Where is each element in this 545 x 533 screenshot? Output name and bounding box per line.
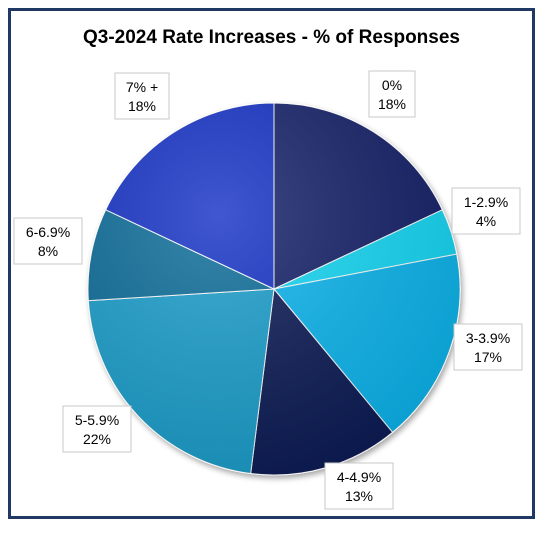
- chart-frame: Q3-2024 Rate Increases - % of Responses …: [8, 8, 535, 519]
- slice-category-label: 4-4.9%: [337, 469, 381, 485]
- slice-value-label: 4%: [476, 213, 496, 229]
- slice-category-label: 0%: [382, 77, 402, 93]
- slice-value-label: 8%: [38, 243, 58, 259]
- slice-value-label: 18%: [128, 98, 156, 114]
- data-label-box: [453, 323, 523, 371]
- data-label-5: 5-5.9% 22%: [62, 405, 132, 453]
- data-label-box: [114, 72, 170, 120]
- data-label-box: [451, 187, 521, 235]
- slice-category-label: 3-3.9%: [466, 330, 510, 346]
- slice-category-label: 6-6.9%: [26, 224, 70, 240]
- slice-value-label: 17%: [474, 349, 502, 365]
- data-label-6: 6-6.9% 8%: [13, 217, 83, 265]
- data-label-box: [62, 405, 132, 453]
- data-label-box: [324, 462, 394, 510]
- slice-category-label: 7% +: [126, 79, 158, 95]
- data-label-2: 1-2.9% 4%: [451, 187, 521, 235]
- slice-value-label: 13%: [345, 488, 373, 504]
- data-label-box: [13, 217, 83, 265]
- data-label-7: 7% + 18%: [114, 72, 170, 120]
- data-label-4: 4-4.9% 13%: [324, 462, 394, 510]
- pie-chart: 0%18%1-2.9%4%3-3.9%17%4-4.9%13%5-5.9%22%…: [13, 70, 523, 510]
- chart-title: Q3-2024 Rate Increases - % of Responses: [82, 27, 460, 48]
- slice-value-label: 22%: [83, 431, 111, 447]
- slice-value-label: 18%: [378, 96, 406, 112]
- slice-category-label: 1-2.9%: [464, 194, 508, 210]
- data-label-1: 0%18%: [368, 70, 416, 118]
- slice-category-label: 5-5.9%: [75, 412, 119, 428]
- data-label-3: 3-3.9% 17%: [453, 323, 523, 371]
- data-label-box: [368, 70, 416, 118]
